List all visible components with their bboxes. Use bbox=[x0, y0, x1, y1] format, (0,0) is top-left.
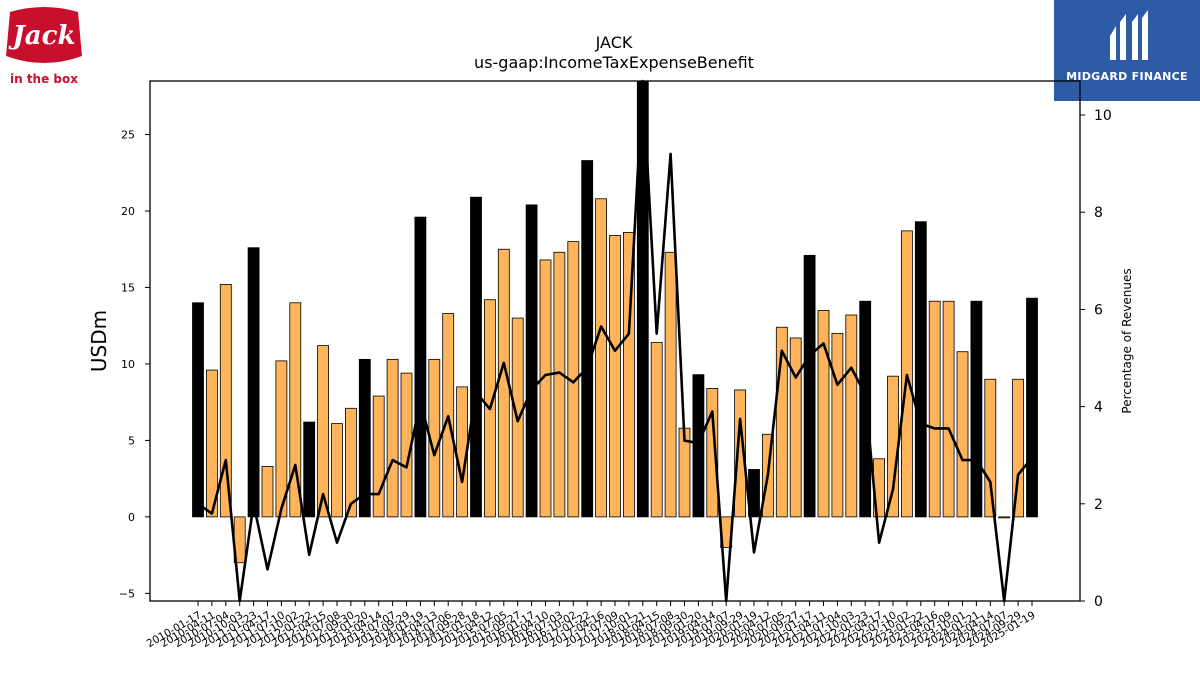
quarter-bar bbox=[275, 360, 288, 518]
y-tick-label: 25 bbox=[121, 129, 135, 142]
quarter-bar bbox=[887, 375, 899, 518]
y2-tick-label: 10 bbox=[1094, 108, 1112, 124]
annual-bar bbox=[581, 160, 594, 518]
annual-bar bbox=[303, 421, 316, 518]
x-axis: 2010-01-172010-04-112010-07-042010-10-03… bbox=[145, 601, 1038, 650]
quarter-bar bbox=[789, 337, 802, 518]
quarter-bar bbox=[344, 407, 357, 518]
chart-subtitle: us-gaap:IncomeTaxExpenseBenefit bbox=[474, 53, 754, 72]
quarter-bar bbox=[553, 251, 566, 518]
quarter-bar bbox=[261, 466, 274, 518]
y-tick-label: −5 bbox=[119, 587, 135, 600]
publisher-logo: MIDGARD FINANCE bbox=[1054, 0, 1200, 101]
annual-bar bbox=[525, 204, 538, 518]
y2-tick-label: 8 bbox=[1094, 205, 1103, 221]
quarter-bar bbox=[219, 284, 232, 518]
quarter-bar bbox=[205, 369, 218, 518]
quarter-bar bbox=[942, 300, 955, 518]
bar-series bbox=[192, 80, 1038, 564]
line-series bbox=[197, 79, 1034, 603]
y-tick-label: 0 bbox=[128, 511, 135, 524]
chart-title: JACK bbox=[595, 33, 633, 52]
y-tick-label: 10 bbox=[121, 358, 135, 371]
quarter-bar bbox=[817, 310, 830, 518]
annual-bar bbox=[1026, 297, 1038, 518]
quarter-bar bbox=[595, 198, 607, 518]
quarter-bar bbox=[372, 395, 385, 518]
y2-axis-label: Percentage of Revenues bbox=[1120, 268, 1134, 413]
quarter-bar bbox=[706, 388, 719, 518]
annual-bar bbox=[692, 374, 705, 518]
y2-tick-label: 6 bbox=[1094, 302, 1103, 318]
quarter-bar bbox=[623, 232, 635, 518]
pct-revenue-line bbox=[197, 79, 1034, 603]
company-logo-badge: Jack bbox=[6, 7, 82, 63]
quarter-bar bbox=[775, 326, 788, 518]
quarter-bar bbox=[664, 251, 677, 518]
quarter-bar bbox=[317, 345, 330, 518]
quarter-bar bbox=[386, 358, 399, 518]
y-tick-label: 20 bbox=[121, 205, 135, 218]
y-axis-label: USDm bbox=[87, 310, 111, 372]
quarter-bar bbox=[289, 302, 302, 518]
quarter-bar bbox=[928, 300, 941, 518]
y-tick-label: 5 bbox=[128, 434, 135, 447]
annual-bar bbox=[414, 216, 427, 518]
annual-bar bbox=[859, 300, 872, 518]
quarter-bar bbox=[1012, 378, 1024, 518]
annual-bar bbox=[914, 221, 927, 518]
company-logo: Jack in the box bbox=[4, 4, 84, 88]
y2-axis: 0 2 4 6 8 10 bbox=[1080, 108, 1112, 610]
annual-bar bbox=[803, 254, 816, 518]
company-logo-wordmark: Jack bbox=[8, 21, 76, 51]
quarter-bar bbox=[650, 342, 663, 518]
y-axis: −5 0 5 10 15 20 25 bbox=[119, 129, 150, 600]
quarter-bar bbox=[998, 516, 1011, 519]
quarter-bar bbox=[984, 378, 997, 518]
y2-tick-label: 4 bbox=[1094, 400, 1103, 416]
publisher-logo-mark bbox=[1110, 10, 1148, 60]
y2-tick-label: 2 bbox=[1094, 497, 1103, 513]
annual-bar bbox=[192, 302, 204, 518]
publisher-logo-text: MIDGARD FINANCE bbox=[1066, 70, 1188, 83]
annual-bar bbox=[470, 196, 482, 518]
quarter-bar bbox=[845, 314, 858, 518]
quarter-bar bbox=[539, 259, 552, 518]
quarter-bar bbox=[956, 351, 969, 518]
quarter-bar bbox=[609, 235, 621, 518]
quarter-bar bbox=[831, 332, 844, 518]
company-logo-tagline: in the box bbox=[9, 72, 78, 86]
annual-bar bbox=[358, 358, 371, 518]
annual-bar bbox=[247, 247, 260, 518]
y-tick-label: 15 bbox=[121, 281, 135, 294]
y2-tick-label: 0 bbox=[1094, 594, 1103, 610]
annual-bar bbox=[970, 300, 983, 518]
quarter-bar bbox=[734, 389, 746, 518]
quarter-bar bbox=[331, 423, 343, 518]
